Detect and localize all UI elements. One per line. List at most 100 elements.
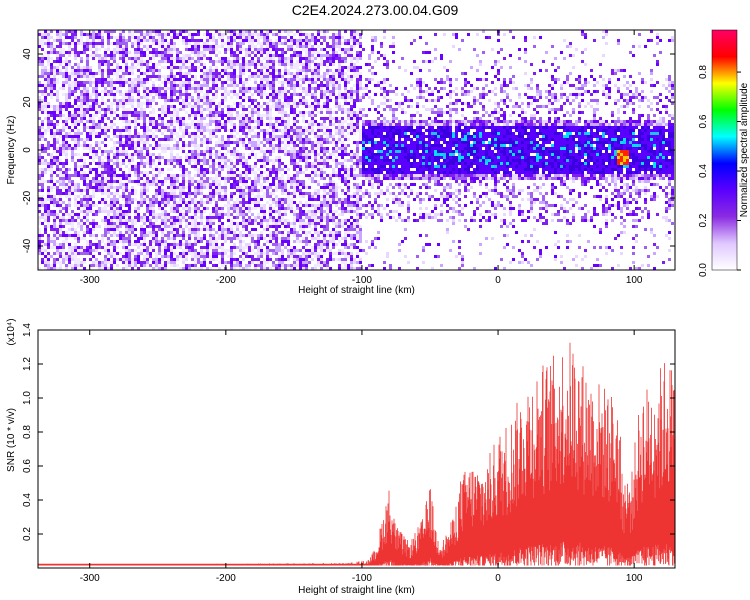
spectrogram-cell bbox=[269, 144, 272, 147]
spectrogram-cell bbox=[119, 36, 122, 39]
spectrogram-cell bbox=[110, 204, 113, 207]
spectrogram-cell bbox=[275, 183, 278, 186]
spectrogram-cell bbox=[68, 228, 71, 231]
spectrogram-cell bbox=[296, 126, 299, 129]
spectrogram-cell bbox=[119, 84, 122, 87]
spectrogram-cell bbox=[47, 264, 50, 267]
spectrogram-cell bbox=[200, 192, 203, 195]
spectrogram-cell bbox=[203, 141, 206, 144]
spectrogram-cell bbox=[89, 195, 92, 198]
spectrogram-cell bbox=[77, 258, 80, 261]
spectrogram-cell bbox=[284, 264, 287, 267]
spectrogram-cell bbox=[257, 189, 260, 192]
spectrogram-cell bbox=[194, 48, 197, 51]
spectrogram-cell bbox=[125, 258, 128, 261]
spectrogram-cell bbox=[266, 96, 269, 99]
spectrogram-cell bbox=[38, 246, 41, 249]
spectrogram-cell bbox=[248, 126, 251, 129]
spectrogram-cell bbox=[122, 84, 125, 87]
spectrogram-cell bbox=[146, 87, 149, 90]
spectrogram-cell bbox=[299, 258, 302, 261]
spectrogram-cell bbox=[113, 111, 116, 114]
spectrogram-cell bbox=[95, 78, 98, 81]
spectrogram-cell bbox=[293, 156, 296, 159]
spectrogram-cell bbox=[206, 267, 209, 270]
spectrogram-cell bbox=[284, 246, 287, 249]
spectrogram-cell bbox=[149, 111, 152, 114]
spectrogram-cell bbox=[137, 84, 140, 87]
spectrogram-cell bbox=[194, 180, 197, 183]
spectrogram-cell bbox=[119, 174, 122, 177]
spectrogram-cell bbox=[194, 240, 197, 243]
spectrogram-cell bbox=[89, 108, 92, 111]
spectrogram-cell bbox=[245, 177, 248, 180]
spectrogram-cell bbox=[161, 228, 164, 231]
spectrogram-cell bbox=[254, 234, 257, 237]
spectrogram-cell bbox=[59, 135, 62, 138]
spectrogram-cell bbox=[227, 45, 230, 48]
spectrogram-cell bbox=[185, 156, 188, 159]
spectrogram-cell bbox=[242, 234, 245, 237]
spectrogram-cell bbox=[140, 237, 143, 240]
spectrogram-cell bbox=[83, 210, 86, 213]
spectrogram-cell bbox=[86, 45, 89, 48]
spectrogram-cell bbox=[179, 123, 182, 126]
spectrogram-cell bbox=[158, 69, 161, 72]
spectrogram-cell bbox=[248, 63, 251, 66]
spectrogram-cell bbox=[143, 153, 146, 156]
spectrogram-cell bbox=[140, 261, 143, 264]
spectrogram-cell bbox=[272, 219, 275, 222]
spectrogram-cell bbox=[47, 261, 50, 264]
spectrogram-cell bbox=[299, 114, 302, 117]
spectrogram-cell bbox=[275, 219, 278, 222]
spectrogram-cell bbox=[86, 186, 89, 189]
spectrogram-cell bbox=[242, 141, 245, 144]
spectrogram-cell bbox=[62, 201, 65, 204]
spectrogram-cell bbox=[143, 261, 146, 264]
spectrogram-cell bbox=[200, 255, 203, 258]
spectrogram-cell bbox=[302, 39, 305, 42]
spectrogram-cell bbox=[143, 147, 146, 150]
spectrogram-cell bbox=[65, 117, 68, 120]
spectrogram-cell bbox=[188, 252, 191, 255]
spectrogram-cell bbox=[47, 126, 50, 129]
spectrogram-cell bbox=[44, 87, 47, 90]
spectrogram-cell bbox=[152, 231, 155, 234]
spectrogram-cell bbox=[206, 162, 209, 165]
spectrogram-cell bbox=[263, 243, 266, 246]
spectrogram-cell bbox=[278, 54, 281, 57]
spectrogram-cell bbox=[254, 252, 257, 255]
spectrogram-cell bbox=[71, 123, 74, 126]
spectrogram-cell bbox=[266, 258, 269, 261]
spectrogram-cell bbox=[182, 165, 185, 168]
spectrogram-cell bbox=[101, 126, 104, 129]
spectrogram-cell bbox=[137, 57, 140, 60]
spectrogram-cell bbox=[122, 60, 125, 63]
spectrogram-cell bbox=[143, 156, 146, 159]
spectrogram-cell bbox=[86, 243, 89, 246]
spectrogram-cell bbox=[146, 219, 149, 222]
spectrogram-cell bbox=[161, 48, 164, 51]
spectrogram-cell bbox=[200, 153, 203, 156]
spectrogram-cell bbox=[131, 189, 134, 192]
spectrogram-cell bbox=[278, 147, 281, 150]
spectrogram-cell bbox=[179, 69, 182, 72]
spectrogram-cell bbox=[155, 189, 158, 192]
spectrogram-cell bbox=[68, 207, 71, 210]
spectrogram-cell bbox=[200, 228, 203, 231]
spectrogram-cell bbox=[41, 198, 44, 201]
spectrogram-cell bbox=[218, 168, 221, 171]
spectrogram-cell bbox=[191, 246, 194, 249]
spectrogram-cell bbox=[101, 210, 104, 213]
spectrogram-cell bbox=[143, 180, 146, 183]
spectrogram-cell bbox=[68, 102, 71, 105]
spectrogram-cell bbox=[77, 246, 80, 249]
spectrogram-cell bbox=[215, 252, 218, 255]
spectrogram-cell bbox=[263, 57, 266, 60]
spectrogram-cell bbox=[59, 117, 62, 120]
spectrogram-cell bbox=[134, 81, 137, 84]
spectrogram-cell bbox=[89, 45, 92, 48]
spectrogram-cell bbox=[71, 213, 74, 216]
spectrogram-cell bbox=[248, 90, 251, 93]
spectrogram-cell bbox=[107, 129, 110, 132]
